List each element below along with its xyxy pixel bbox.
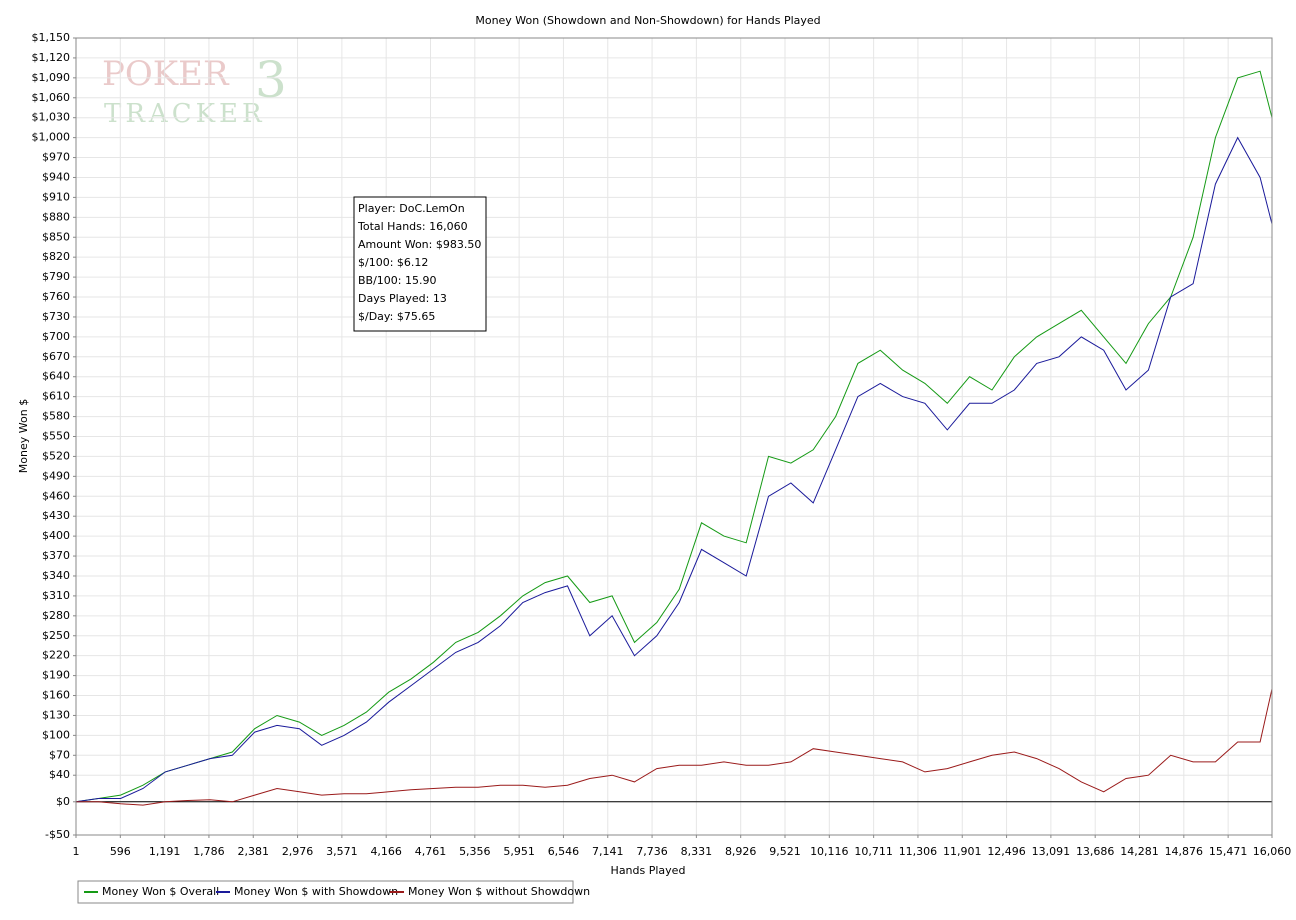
y-tick-label: $430 [42,509,70,522]
y-tick-label: $730 [42,310,70,323]
y-tick-label: $940 [42,170,70,183]
y-tick-label: $370 [42,549,70,562]
y-tick-label: $40 [49,768,70,781]
info-text: BB/100: 15.90 [358,274,437,287]
x-tick-label: 12,496 [987,845,1026,858]
x-tick-label: 4,166 [370,845,402,858]
y-tick-label: $340 [42,569,70,582]
info-text: $/100: $6.12 [358,256,428,269]
x-tick-label: 5,356 [459,845,491,858]
x-tick-label: 596 [110,845,131,858]
y-tick-label: $820 [42,250,70,263]
series-line [75,136,1273,803]
y-tick-label: $220 [42,649,70,662]
y-tick-label: $190 [42,669,70,682]
x-tick-label: 2,381 [238,845,270,858]
x-tick-label: 9,521 [769,845,801,858]
x-tick-label: 7,736 [636,845,668,858]
y-tick-label: $460 [42,489,70,502]
y-tick-label: $250 [42,629,70,642]
x-tick-label: 3,571 [326,845,358,858]
watermark-text: TRACKER [104,99,266,129]
y-tick-label: $1,060 [32,91,71,104]
info-text: Amount Won: $983.50 [358,238,481,251]
y-tick-label: $550 [42,430,70,443]
y-tick-label: $1,090 [32,71,71,84]
y-tick-label: $1,030 [32,111,71,124]
x-tick-label: 1,786 [193,845,225,858]
x-tick-label: 14,876 [1165,845,1204,858]
y-axis-label: Money Won $ [17,399,30,473]
series-line [75,70,1273,803]
x-tick-label: 14,281 [1120,845,1159,858]
x-tick-label: 15,471 [1209,845,1248,858]
y-tick-label: $70 [49,748,70,761]
y-tick-label: $700 [42,330,70,343]
x-tick-label: 13,686 [1076,845,1115,858]
y-tick-label: -$50 [45,828,70,841]
y-tick-label: $130 [42,708,70,721]
watermark-text: POKER [102,54,230,94]
legend-label: Money Won $ with Showdown [234,885,398,898]
y-tick-label: $580 [42,410,70,423]
y-tick-label: $310 [42,589,70,602]
x-axis-label: Hands Played [611,864,686,877]
x-tick-label: 4,761 [415,845,447,858]
info-box [353,196,487,332]
y-tick-label: $850 [42,230,70,243]
chart-title: Money Won (Showdown and Non-Showdown) fo… [475,14,820,27]
x-tick-label: 13,091 [1032,845,1071,858]
series-line [76,688,1273,806]
y-tick-label: $0 [56,795,70,808]
y-tick-label: $1,000 [32,131,71,144]
y-tick-label: $520 [42,449,70,462]
y-tick-label: $100 [42,728,70,741]
legend [77,880,574,904]
y-tick-label: $160 [42,689,70,702]
watermark-text: 3 [255,51,287,109]
x-tick-label: 16,060 [1253,845,1292,858]
x-tick-label: 8,331 [681,845,713,858]
y-tick-label: $790 [42,270,70,283]
y-tick-label: $910 [42,190,70,203]
y-tick-label: $1,150 [32,31,71,44]
legend-label: Money Won $ without Showdown [408,885,590,898]
x-tick-label: 10,711 [854,845,893,858]
y-tick-label: $610 [42,390,70,403]
y-tick-label: $880 [42,210,70,223]
x-tick-label: 1 [73,845,80,858]
info-text: Days Played: 13 [358,292,447,305]
x-tick-label: 7,141 [592,845,624,858]
y-tick-label: $640 [42,370,70,383]
x-tick-label: 1,191 [149,845,181,858]
legend-label: Money Won $ Overall [102,885,219,898]
x-tick-label: 5,951 [503,845,535,858]
y-tick-label: $400 [42,529,70,542]
x-tick-label: 6,546 [548,845,580,858]
y-tick-label: $280 [42,609,70,622]
y-tick-label: $1,120 [32,51,71,64]
x-tick-label: 2,976 [282,845,314,858]
y-tick-label: $970 [42,151,70,164]
x-tick-label: 11,901 [943,845,982,858]
y-tick-label: $670 [42,350,70,363]
y-tick-label: $760 [42,290,70,303]
y-tick-label: $490 [42,469,70,482]
x-tick-label: 11,306 [899,845,938,858]
x-tick-label: 10,116 [810,845,849,858]
info-text: $/Day: $75.65 [358,310,435,323]
x-tick-label: 8,926 [725,845,757,858]
info-text: Total Hands: 16,060 [357,220,468,233]
info-text: Player: DoC.LemOn [358,202,465,215]
